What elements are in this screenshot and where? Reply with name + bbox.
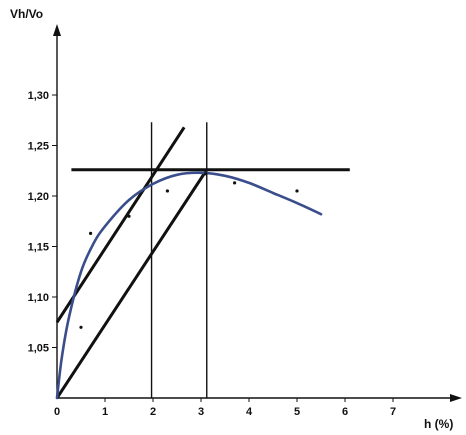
- axes: [53, 24, 462, 402]
- y-tick-label: 1,15: [28, 242, 49, 254]
- fitted-curve-layer: [55, 171, 323, 400]
- tangent-line: [55, 126, 186, 324]
- x-tick-label: 6: [342, 406, 348, 418]
- tangent-line: [55, 168, 209, 399]
- y-axis-title: Vh/Vo: [10, 7, 43, 21]
- x-tick-label: 0: [54, 406, 60, 418]
- data-point: [79, 325, 83, 329]
- x-axis-title: h (%): [424, 417, 453, 431]
- data-point: [127, 214, 131, 218]
- data-point: [204, 172, 208, 176]
- tick-marks: [52, 94, 394, 402]
- y-tick-label: 1,30: [28, 90, 49, 102]
- measured-points-layer: [79, 172, 299, 329]
- x-tick-label: 3: [198, 406, 204, 418]
- fitted-curve: [55, 171, 323, 400]
- data-point: [89, 231, 93, 235]
- tick-labels: 0 1 2 3 4 5 6 7 1,05 1,10 1,15 1,20 1,25 1,30: [28, 90, 396, 418]
- x-tick-label: 1: [102, 406, 108, 418]
- y-tick-label: 1,10: [28, 292, 49, 304]
- x-tick-label: 5: [294, 406, 300, 418]
- y-tick-label: 1,25: [28, 141, 49, 153]
- x-tick-label: 4: [246, 406, 253, 418]
- x-axis-arrow-icon: [450, 394, 462, 402]
- x-tick-label: 7: [390, 406, 396, 418]
- x-tick-label: 2: [150, 406, 156, 418]
- data-point: [233, 181, 237, 185]
- y-tick-label: 1,05: [28, 343, 49, 355]
- reference-lines: [55, 122, 350, 399]
- data-point: [295, 189, 299, 193]
- y-axis-arrow-icon: [53, 24, 61, 36]
- data-point: [165, 189, 169, 193]
- y-tick-label: 1,20: [28, 191, 49, 203]
